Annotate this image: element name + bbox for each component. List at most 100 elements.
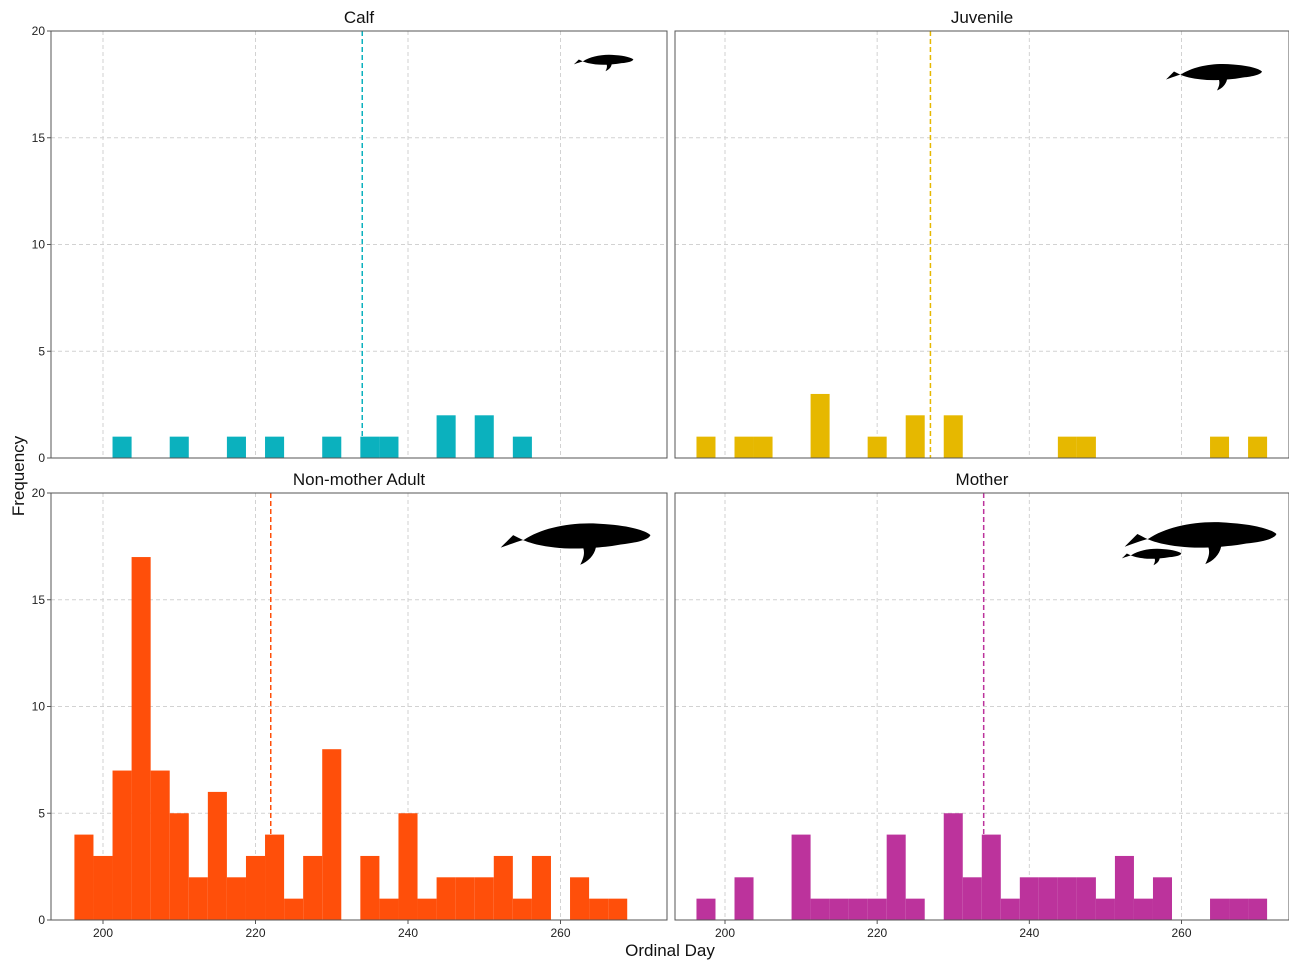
y-axis-title: Frequency <box>9 435 28 516</box>
histogram-bar <box>867 898 887 920</box>
panel-frame <box>674 492 1289 921</box>
y-tick-label: 0 <box>38 451 45 465</box>
whale-mother-calf-icon <box>1121 521 1277 566</box>
histogram-bar <box>1019 877 1039 920</box>
histogram-bar <box>810 898 830 920</box>
histogram-bar <box>1210 898 1230 920</box>
histogram-bar <box>734 877 754 920</box>
panel-frame <box>674 30 1289 459</box>
x-tick-label: 220 <box>867 926 887 940</box>
histogram-bar <box>322 749 342 920</box>
panel-calf: Calf 0 5 10 15 20 <box>32 8 668 465</box>
histogram-bar <box>981 834 1001 920</box>
whale-calf-icon <box>573 54 634 72</box>
histogram-bar <box>322 436 342 458</box>
histogram-bar <box>1057 436 1077 458</box>
histogram-bar <box>886 834 906 920</box>
histogram-bar <box>188 877 208 920</box>
histogram-bar <box>150 770 170 920</box>
panel-title: Non-mother Adult <box>293 470 426 489</box>
histogram-bar <box>1076 436 1096 458</box>
histogram-bar <box>207 791 227 920</box>
x-tick-label: 220 <box>245 926 265 940</box>
histogram-bar <box>1057 877 1077 920</box>
x-tick-label: 200 <box>715 926 735 940</box>
histogram-bar <box>829 898 849 920</box>
histogram-bar <box>512 898 532 920</box>
histogram-bar <box>169 813 189 920</box>
y-tick-label: 10 <box>32 238 46 252</box>
histogram-bar <box>1038 877 1058 920</box>
panel-non-mother-adult: Non-mother Adult 0 5 10 15 20 200 220 240 260 <box>32 470 668 940</box>
panel-title: Juvenile <box>951 8 1013 27</box>
histogram-bar <box>608 898 628 920</box>
histogram-bar <box>570 877 590 920</box>
histogram-bar <box>474 877 494 920</box>
histogram-bar <box>848 898 868 920</box>
histogram-bar <box>1076 877 1096 920</box>
histogram-bar <box>696 898 716 920</box>
histogram-bar <box>360 855 380 920</box>
histogram-bar <box>265 834 285 920</box>
histogram-bar <box>169 436 189 458</box>
panel-title: Calf <box>344 8 375 27</box>
histogram-bar <box>226 877 246 920</box>
histogram-bar <box>512 436 532 458</box>
panel-mother: Mother 200 220 240 260 <box>674 470 1289 940</box>
histogram-bar <box>1229 898 1249 920</box>
histogram-bar <box>1152 877 1172 920</box>
y-tick-label: 15 <box>32 593 46 607</box>
x-tick-label: 240 <box>398 926 418 940</box>
histogram-bar <box>810 393 830 458</box>
histogram-bar <box>74 834 94 920</box>
y-tick-label: 0 <box>38 913 45 927</box>
histogram-bar <box>734 436 754 458</box>
histogram-bar <box>905 898 925 920</box>
histogram-bar <box>303 855 323 920</box>
histogram-bar <box>436 877 456 920</box>
x-axis-title: Ordinal Day <box>625 941 715 960</box>
histogram-bar <box>1114 855 1134 920</box>
panel-title: Mother <box>956 470 1009 489</box>
x-tick-label: 240 <box>1019 926 1039 940</box>
histogram-bar <box>531 855 551 920</box>
histogram-bar <box>284 898 304 920</box>
whale-juvenile-icon <box>1165 63 1262 91</box>
histogram-bar <box>93 855 113 920</box>
histogram-bar <box>360 436 380 458</box>
histogram-bar <box>131 557 151 920</box>
histogram-bar <box>226 436 246 458</box>
histogram-bar <box>753 436 773 458</box>
histogram-bar <box>417 898 437 920</box>
histogram-bar <box>265 436 285 458</box>
y-tick-label: 20 <box>32 486 46 500</box>
histogram-bar <box>589 898 609 920</box>
histogram-bar <box>112 770 132 920</box>
histogram-bar <box>962 877 982 920</box>
panel-juvenile: Juvenile <box>674 8 1289 459</box>
histogram-bar <box>245 855 266 920</box>
histogram-bar <box>1248 898 1268 920</box>
histogram-bar <box>379 436 399 458</box>
y-tick-label: 15 <box>32 131 46 145</box>
histogram-bar <box>1000 898 1020 920</box>
x-tick-label: 260 <box>550 926 570 940</box>
y-tick-label: 5 <box>38 806 45 820</box>
histogram-bar <box>905 415 925 458</box>
histogram-bar <box>398 813 418 920</box>
histogram-bar <box>436 415 456 458</box>
histogram-bar <box>943 813 963 920</box>
x-tick-label: 200 <box>93 926 113 940</box>
histogram-bar <box>379 898 399 920</box>
histogram-bar <box>112 436 132 458</box>
histogram-bar <box>943 415 963 458</box>
histogram-bar <box>493 855 513 920</box>
y-tick-label: 5 <box>38 344 45 358</box>
histogram-bar <box>1248 436 1268 458</box>
histogram-bar <box>867 436 887 458</box>
y-tick-label: 10 <box>32 700 46 714</box>
histogram-bar <box>696 436 716 458</box>
whale-adult-icon <box>499 522 651 565</box>
x-tick-label: 260 <box>1171 926 1191 940</box>
